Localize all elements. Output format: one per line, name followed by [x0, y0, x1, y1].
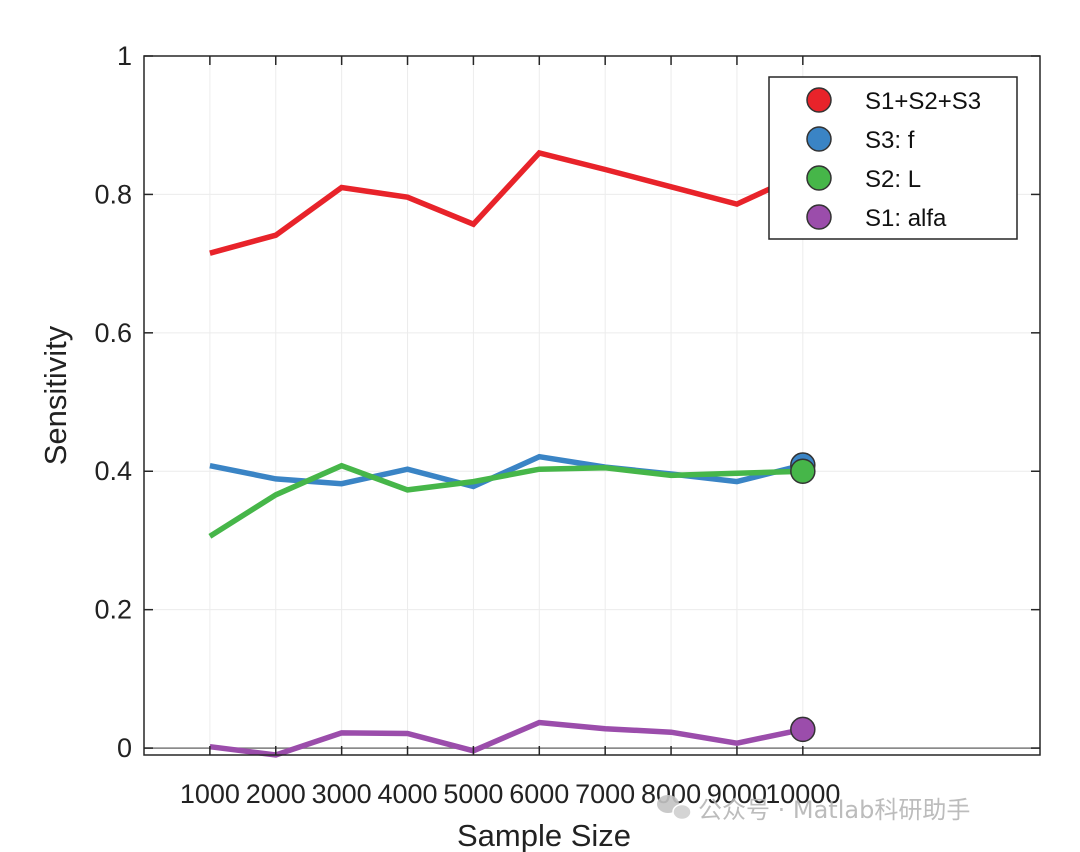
legend-label-3: S1: alfa — [865, 205, 947, 232]
axis-ticks — [144, 55, 1040, 755]
legend-marker-2 — [806, 165, 832, 191]
legend-label-1: S3: f — [865, 127, 915, 154]
watermark-text: 公众号 · Matlab科研助手 — [698, 796, 970, 824]
watermark: 公众号 · Matlab科研助手 — [657, 795, 970, 824]
x-tick-label: 7000 — [575, 779, 635, 809]
y-tick-label: 1 — [117, 41, 132, 71]
x-tick-label: 9000 — [707, 779, 767, 809]
x-tick-labels: 1000 2000 3000 4000 5000 6000 7000 8000 90001000… — [180, 779, 841, 809]
series-line-2 — [208, 462, 803, 539]
y-tick-label: 0 — [117, 733, 132, 763]
x-tick-label: 3000 — [312, 779, 372, 809]
legend-marker-0 — [806, 87, 832, 113]
plot-frame — [143, 55, 1041, 756]
series-end-marker-2 — [790, 458, 816, 484]
y-tick-labels: 0 0.2 0.4 0.6 0.8 1 — [94, 41, 132, 763]
x-axis-title: Sample Size — [457, 818, 631, 852]
y-tick-label: 0.2 — [94, 595, 132, 625]
legend: S1+S2+S3 S3: f S2: L S1: alfa — [768, 76, 1018, 240]
series-line-0 — [209, 149, 804, 256]
legend-marker-1 — [806, 126, 832, 152]
y-tick-label: 0.8 — [94, 179, 132, 209]
x-tick-label: 4000 — [377, 779, 437, 809]
series-line-3 — [209, 719, 804, 758]
series-end-marker-3 — [790, 716, 816, 743]
y-axis-title: Sensitivity — [38, 325, 73, 465]
y-tick-label: 0.4 — [94, 456, 132, 486]
legend-label-0: S1+S2+S3 — [865, 88, 981, 115]
series-lines — [208, 149, 804, 758]
legend-label-2: S2: L — [865, 166, 921, 193]
x-tick-label: 10000 — [765, 779, 840, 809]
x-tick-label: 6000 — [509, 779, 569, 809]
wechat-icon — [657, 795, 692, 821]
legend-marker-3 — [806, 204, 832, 230]
y-tick-label: 0.6 — [94, 318, 132, 348]
x-tick-label: 5000 — [443, 779, 503, 809]
x-tick-label: 2000 — [246, 779, 306, 809]
x-tick-label: 1000 — [180, 779, 240, 809]
